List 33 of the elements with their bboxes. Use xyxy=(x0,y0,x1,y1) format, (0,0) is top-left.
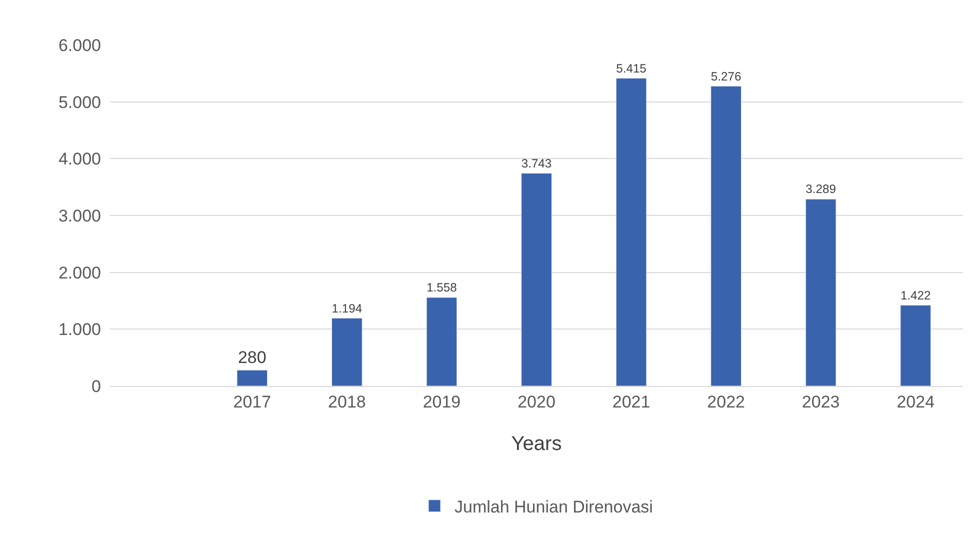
x-axis-title: Years xyxy=(511,432,562,455)
bar xyxy=(521,173,552,386)
data-label: 280 xyxy=(238,348,266,368)
x-tick-label: 2023 xyxy=(802,392,840,412)
bar xyxy=(616,78,647,386)
data-label: 1.558 xyxy=(426,280,458,295)
data-label: 3.743 xyxy=(521,156,552,170)
y-tick-label: 1.000 xyxy=(58,320,101,340)
x-tick-label: 2017 xyxy=(233,392,272,412)
data-label: 1.422 xyxy=(900,288,932,302)
x-tick-label: 2019 xyxy=(422,392,461,412)
bar xyxy=(805,198,836,386)
x-tick-label: 2022 xyxy=(707,392,745,412)
y-tick-label: 6.000 xyxy=(58,36,101,55)
data-label: 5.415 xyxy=(616,61,647,76)
y-tick-label: 2.000 xyxy=(58,263,101,282)
y-tick-label: 5.000 xyxy=(58,92,101,112)
bar xyxy=(426,297,458,386)
x-tick-label: 2021 xyxy=(612,392,650,412)
bar xyxy=(332,318,362,386)
legend-label: Jumlah Hunian Direnovasi xyxy=(454,497,653,516)
bar xyxy=(236,370,268,386)
bar xyxy=(710,86,742,386)
x-tick-label: 2018 xyxy=(328,392,366,412)
data-label: 1.194 xyxy=(332,301,362,316)
bar xyxy=(900,304,932,386)
data-label: 3.289 xyxy=(806,182,836,196)
x-tick-label: 2020 xyxy=(518,392,556,412)
y-tick-label: 0 xyxy=(92,376,101,396)
data-label: 5.276 xyxy=(710,69,742,84)
x-tick-label: 2024 xyxy=(896,392,935,412)
y-tick-label: 3.000 xyxy=(58,206,101,226)
y-tick-label: 4.000 xyxy=(58,150,101,169)
